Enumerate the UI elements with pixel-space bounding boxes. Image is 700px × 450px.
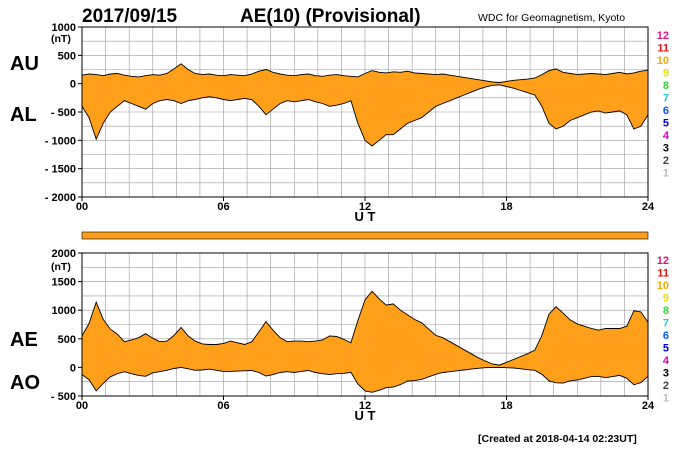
x-tick-label: 18 [500,201,512,213]
header-title: AE(10) (Provisional) [240,6,421,27]
y-tick-label: 500 [58,334,76,346]
series-line-au [81,63,649,83]
station-count-label: 3 [663,143,669,155]
station-count-label: 5 [663,343,669,355]
station-count-label: 11 [657,268,669,280]
station-count-label: 1 [663,168,669,180]
bottom-xlabel: U T [355,408,376,423]
y-tick-label: - 2000 [45,192,76,204]
top-upper-series-label: AU [10,53,39,75]
station-count-label: 7 [663,318,669,330]
bottom-y-ticks: 2000 1500 1000 500 0 - 500 [51,248,82,403]
bottom-upper-series-label: AE [10,329,38,351]
y-tick-label: - 1500 [45,164,76,176]
y-tick-label: - 500 [51,107,76,119]
series-fill-area [82,291,648,393]
x-tick-label: 12 [359,201,371,213]
x-tick-label: 24 [642,201,655,213]
y-tick-label: - 500 [51,391,76,403]
station-count-label: 8 [663,80,669,92]
top-xlabel: U T [355,209,376,224]
separator-bar [81,231,649,240]
station-count-label: 11 [657,43,669,55]
station-count-label: 9 [663,293,669,305]
station-count-label: 4 [663,355,670,367]
bottom-lower-series-label: AO [10,372,40,394]
x-tick-label: 18 [500,400,512,412]
station-count-label: 5 [663,118,669,130]
station-count-label: 10 [657,55,669,67]
station-count-label: 7 [663,93,669,105]
header-source: WDC for Geomagnetism, Kyoto [478,12,625,24]
y-tick-label: 500 [58,50,76,62]
top-y-ticks: 1000 500 0 - 500 - 1000 - 1500 - 2000 [45,22,82,204]
station-count-label: 1 [663,393,669,405]
station-count-label: 12 [657,255,669,267]
bottom-frame [81,252,649,397]
station-count-label: 2 [663,155,669,167]
top-ylabel: (nT) [51,33,71,45]
header-date: 2017/09/15 [82,6,178,27]
bottom-ylabel: (nT) [51,261,71,273]
footer-created: [Created at 2018-04-14 02:23UT] [478,433,637,445]
x-tick-label: 24 [642,400,655,412]
top-frame [81,26,649,198]
y-tick-label: - 1000 [45,135,76,147]
x-tick-label: 00 [76,201,88,213]
x-tick-label: 00 [76,400,88,412]
station-count-label: 3 [663,368,669,380]
series-fill-area [82,63,648,146]
y-tick-label: 1000 [52,305,76,317]
bottom-area [81,290,649,393]
y-tick-label: 0 [70,362,76,374]
y-tick-label: 1500 [52,277,76,289]
top-area [81,63,649,147]
x-tick-label: 12 [359,400,371,412]
top-x-ticks: 00 06 12 18 24 [76,197,655,213]
y-tick-label: 1000 [52,22,76,34]
series-line-ao [81,366,649,393]
station-count-label: 8 [663,305,669,317]
top-lower-series-label: AL [10,104,37,126]
y-tick-label: 0 [70,79,76,91]
series-line-al [81,84,649,147]
station-count-label: 10 [657,280,669,292]
y-tick-label: 2000 [52,248,76,260]
station-count-label: 12 [657,30,669,42]
station-count-label: 4 [663,130,670,142]
bottom-x-ticks: 00 06 12 18 24 [76,396,655,412]
x-tick-label: 06 [217,400,229,412]
station-count-label: 9 [663,68,669,80]
station-count-label: 6 [663,105,669,117]
x-tick-label: 06 [217,201,229,213]
series-line-ae [81,290,649,366]
station-count-label: 2 [663,380,669,392]
station-count-label: 6 [663,330,669,342]
